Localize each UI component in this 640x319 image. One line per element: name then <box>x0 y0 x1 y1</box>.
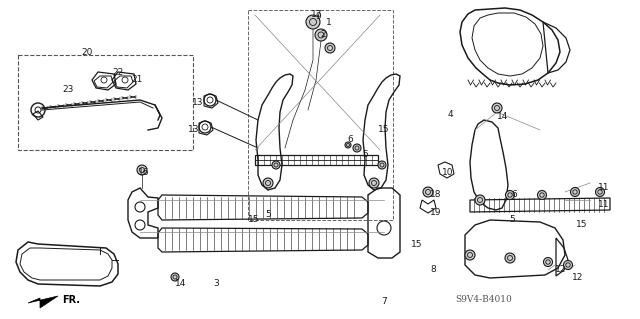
Circle shape <box>325 43 335 53</box>
Circle shape <box>465 250 475 260</box>
Circle shape <box>263 178 273 188</box>
Circle shape <box>570 188 579 197</box>
Circle shape <box>315 29 327 41</box>
Text: 1: 1 <box>326 18 332 27</box>
Text: 17: 17 <box>311 10 323 19</box>
Circle shape <box>369 178 379 188</box>
Text: 14: 14 <box>175 279 186 288</box>
Circle shape <box>543 257 552 266</box>
Text: 11: 11 <box>598 183 609 192</box>
Text: 6: 6 <box>511 190 516 199</box>
Circle shape <box>563 261 573 270</box>
Circle shape <box>378 161 386 169</box>
Text: FR.: FR. <box>62 295 80 305</box>
Text: 6: 6 <box>347 135 353 144</box>
Text: 5: 5 <box>362 150 368 159</box>
Text: 12: 12 <box>555 265 566 274</box>
Text: 10: 10 <box>442 168 454 177</box>
Circle shape <box>171 273 179 281</box>
Text: 18: 18 <box>430 190 442 199</box>
Polygon shape <box>28 296 58 308</box>
Text: 4: 4 <box>448 110 454 119</box>
Text: 7: 7 <box>381 297 387 306</box>
Text: 14: 14 <box>497 112 508 121</box>
Circle shape <box>506 190 515 199</box>
Text: 13: 13 <box>192 98 204 107</box>
Circle shape <box>595 188 605 197</box>
Text: 15: 15 <box>248 215 259 224</box>
Text: 15: 15 <box>576 220 588 229</box>
Circle shape <box>345 142 351 148</box>
Text: 9: 9 <box>315 12 321 21</box>
Text: S9V4-B4010: S9V4-B4010 <box>455 295 512 304</box>
Text: 15: 15 <box>411 240 422 249</box>
Text: 20: 20 <box>81 48 92 57</box>
Circle shape <box>505 253 515 263</box>
Circle shape <box>137 165 147 175</box>
Text: 5: 5 <box>265 210 271 219</box>
Circle shape <box>272 161 280 169</box>
Text: 16: 16 <box>138 168 150 177</box>
Text: 19: 19 <box>430 208 442 217</box>
Text: 2: 2 <box>320 30 326 39</box>
Text: 11: 11 <box>598 200 609 209</box>
Circle shape <box>538 190 547 199</box>
Circle shape <box>492 103 502 113</box>
Text: 15: 15 <box>378 125 390 134</box>
Text: 23: 23 <box>62 85 74 94</box>
Text: 22: 22 <box>112 68 124 77</box>
Circle shape <box>475 195 485 205</box>
Circle shape <box>306 15 320 29</box>
Text: 21: 21 <box>131 75 142 84</box>
Text: 8: 8 <box>430 265 436 274</box>
Circle shape <box>423 187 433 197</box>
Circle shape <box>353 144 361 152</box>
Text: 12: 12 <box>572 273 584 282</box>
Text: 13: 13 <box>188 125 200 134</box>
Text: 5: 5 <box>509 215 515 224</box>
Text: 3: 3 <box>213 279 219 288</box>
